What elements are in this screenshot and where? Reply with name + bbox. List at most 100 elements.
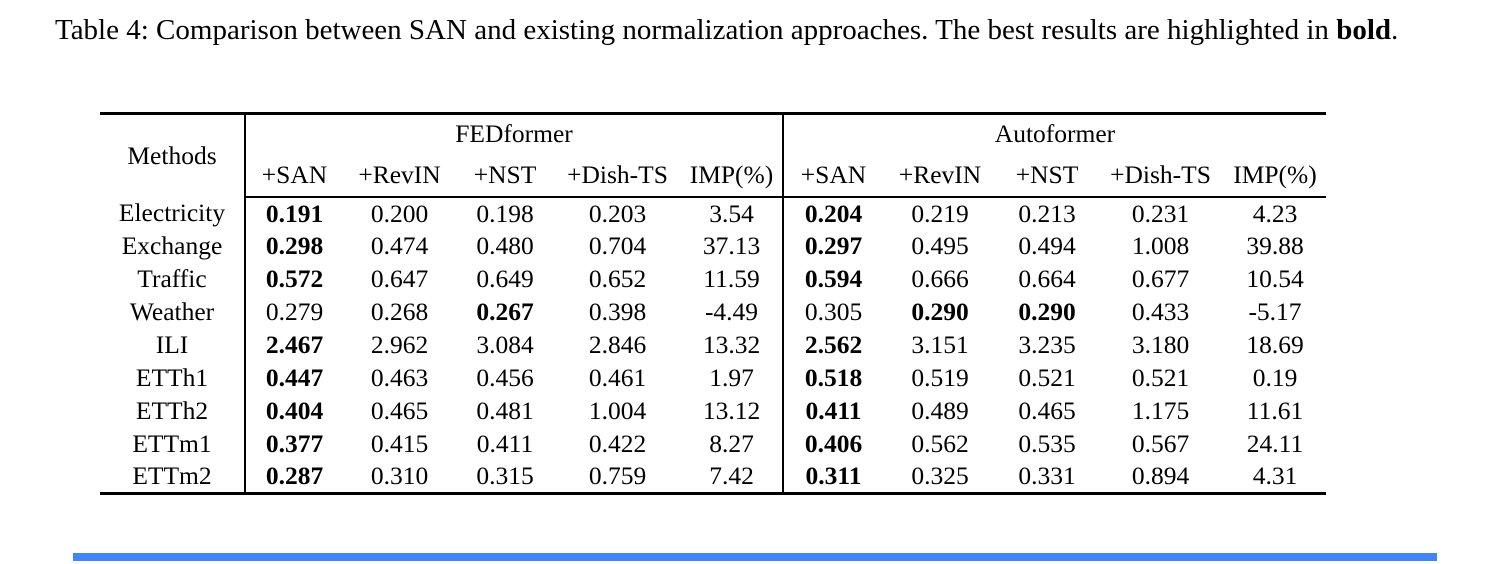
table-row: Traffic 0.572 0.647 0.649 0.652 11.59 0.594 0.6… <box>100 262 1326 296</box>
value-cell: 0.465 <box>370 396 429 425</box>
value-cell: 10.54 <box>1246 264 1304 293</box>
table-row: Exchange 0.298 0.474 0.480 0.704 37.13 0.297 0.… <box>100 229 1326 263</box>
value-cell: 2.467 <box>244 328 343 362</box>
value-cell: 0.331 <box>1018 461 1076 491</box>
value-cell: 3.235 <box>1018 330 1076 359</box>
method-name: Traffic <box>137 264 207 293</box>
value-cell: 2.962 <box>370 330 429 359</box>
value-cell: 0.463 <box>370 363 429 392</box>
value-cell: 0.290 <box>1018 297 1076 326</box>
value-cell: 0.406 <box>782 427 883 461</box>
method-name: Exchange <box>121 231 223 260</box>
caption-bold-word: bold <box>1336 14 1392 46</box>
col-header-fed-imp: IMP(%) <box>681 153 783 198</box>
table-row: Electricity 0.191 0.200 0.198 0.203 3.54 0.204… <box>100 196 1326 230</box>
value-cell: 2.846 <box>588 330 647 359</box>
table-row: ILI 2.467 2.962 3.084 2.846 13.32 2.562 3.151 3.… <box>100 328 1326 362</box>
value-cell: 2.562 <box>782 328 883 362</box>
value-cell: 3.54 <box>709 198 754 228</box>
methods-header: Methods <box>127 140 217 170</box>
table-row: ETTm1 0.377 0.415 0.411 0.422 8.27 0.406 0.562 0… <box>100 427 1326 461</box>
value-cell: 0.297 <box>782 229 883 263</box>
value-cell: 0.315 <box>476 461 534 491</box>
value-cell: 37.13 <box>702 231 761 260</box>
results-table: Methods FEDformer Autoformer +SAN +RevIN… <box>100 112 1326 495</box>
value-cell: 4.31 <box>1252 461 1298 491</box>
col-header-fed-revin: +RevIN <box>343 153 456 198</box>
caption-period: . <box>1391 14 1399 46</box>
value-cell: 0.290 <box>911 297 969 326</box>
col-header-fed-san: +SAN <box>244 153 343 198</box>
value-cell: 0.567 <box>1131 429 1190 458</box>
value-cell: 1.97 <box>709 363 754 392</box>
value-cell: 0.461 <box>588 363 647 392</box>
value-cell: -5.17 <box>1248 297 1302 326</box>
table-row: ETTm2 0.287 0.310 0.315 0.759 7.42 0.311 0.325 0… <box>100 460 1326 494</box>
value-cell: 0.398 <box>588 297 647 326</box>
value-cell: 0.213 <box>1018 198 1076 228</box>
value-cell: 0.704 <box>588 231 647 260</box>
value-cell: 0.572 <box>244 262 343 296</box>
value-cell: 11.59 <box>703 264 760 293</box>
value-cell: 4.23 <box>1252 198 1298 228</box>
col-header-auto-dishts: +Dish-TS <box>1097 153 1224 198</box>
method-name: Weather <box>129 297 215 326</box>
value-cell: 0.535 <box>1018 429 1076 458</box>
value-cell: 0.287 <box>244 460 343 494</box>
value-cell: 7.42 <box>709 461 754 491</box>
value-cell: 0.647 <box>370 264 429 293</box>
table-row: Weather 0.279 0.268 0.267 0.398 -4.49 0.305 0.2… <box>100 295 1326 329</box>
col-header-fed-nst: +NST <box>456 153 554 198</box>
value-cell: 0.465 <box>1018 396 1076 425</box>
value-cell: 0.495 <box>911 231 969 260</box>
value-cell: 0.489 <box>911 396 969 425</box>
value-cell: 0.456 <box>476 363 534 392</box>
bottom-blue-bar <box>73 553 1437 561</box>
col-header-auto-imp: IMP(%) <box>1224 153 1326 198</box>
value-cell: 39.88 <box>1246 231 1304 260</box>
value-cell: 0.200 <box>370 198 429 228</box>
value-cell: 1.008 <box>1131 231 1190 260</box>
value-cell: 0.231 <box>1131 198 1190 228</box>
group-header-fedformer: FEDformer <box>244 113 783 154</box>
value-cell: 3.151 <box>911 330 969 359</box>
value-cell: 0.310 <box>370 461 429 491</box>
value-cell: 3.084 <box>476 330 534 359</box>
value-cell: 0.759 <box>588 461 647 491</box>
value-cell: 8.27 <box>709 429 754 458</box>
column-header-row: +SAN +RevIN +NST +Dish-TS IMP(%) +SAN +R… <box>100 153 1326 198</box>
value-cell: 0.191 <box>244 196 343 230</box>
value-cell: 0.480 <box>476 231 534 260</box>
value-cell: 0.494 <box>1018 231 1076 260</box>
caption-text: Table 4: Comparison between SAN and exis… <box>55 14 1337 46</box>
method-name: ILI <box>155 330 189 359</box>
method-name: ETTh1 <box>135 363 209 392</box>
value-cell: 3.180 <box>1131 330 1190 359</box>
value-cell: 0.519 <box>911 363 969 392</box>
value-cell: 1.175 <box>1131 396 1190 425</box>
table-row: ETTh2 0.404 0.465 0.481 1.004 13.12 0.411 0.489… <box>100 394 1326 428</box>
value-cell: 0.652 <box>588 264 647 293</box>
value-cell: 0.474 <box>370 231 429 260</box>
method-name: Electricity <box>118 198 226 227</box>
value-cell: 0.411 <box>782 394 883 428</box>
value-cell: 0.562 <box>911 429 969 458</box>
value-cell: 0.447 <box>244 361 343 395</box>
value-cell: 0.894 <box>1131 461 1190 491</box>
value-cell: 0.219 <box>911 198 969 228</box>
value-cell: 13.32 <box>702 330 761 359</box>
value-cell: 0.518 <box>782 361 883 395</box>
col-header-auto-nst: +NST <box>997 153 1097 198</box>
value-cell: 0.267 <box>476 297 534 326</box>
value-cell: 0.411 <box>476 429 534 458</box>
value-cell: 0.311 <box>782 460 883 494</box>
value-cell: 0.677 <box>1131 264 1190 293</box>
value-cell: -4.49 <box>704 297 759 326</box>
group-header-autoformer: Autoformer <box>782 113 1326 154</box>
method-name: ETTm2 <box>132 461 212 491</box>
value-cell: 0.481 <box>476 396 534 425</box>
value-cell: 0.404 <box>244 394 343 428</box>
value-cell: 0.325 <box>911 461 969 491</box>
value-cell: 0.666 <box>911 264 969 293</box>
value-cell: 0.649 <box>476 264 534 293</box>
